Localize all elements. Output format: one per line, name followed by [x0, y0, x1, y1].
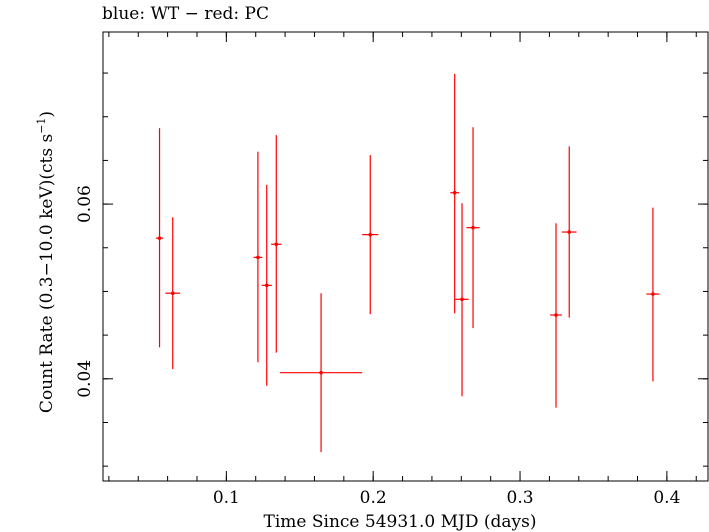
- data-point: [561, 146, 577, 318]
- data-point: [253, 151, 263, 363]
- y-axis-label-main: Count Rate (0.3−10.0 keV)(cts s: [37, 134, 57, 413]
- point-marker: [471, 225, 475, 230]
- data-point: [455, 203, 469, 397]
- x-tick-label: 0.3: [507, 488, 534, 508]
- point-marker: [554, 313, 558, 317]
- point-marker: [368, 232, 373, 237]
- data-points: [155, 73, 660, 453]
- y-axis-label-sup: −1: [35, 118, 48, 134]
- point-marker: [274, 242, 279, 247]
- x-tick-label: 0.4: [653, 488, 680, 508]
- data-point: [279, 293, 363, 453]
- data-point: [271, 135, 282, 353]
- y-axis-label-end: ): [37, 111, 57, 118]
- x-tick-label: 0.1: [213, 488, 240, 508]
- x-tick-label: 0.2: [360, 488, 387, 508]
- axis-ticks: 0.1 0.2 0.3 0.4 0.04 0.06: [75, 32, 708, 508]
- y-tick-label: 0.04: [75, 360, 95, 398]
- y-tick-label: 0.06: [75, 185, 95, 223]
- data-point: [261, 184, 272, 386]
- point-marker: [157, 236, 162, 240]
- point-marker: [651, 292, 655, 296]
- data-point: [155, 128, 164, 348]
- point-marker: [256, 255, 260, 260]
- data-point: [466, 127, 480, 329]
- point-marker: [170, 291, 175, 295]
- data-point: [646, 207, 660, 382]
- point-marker: [452, 190, 457, 195]
- x-axis-label: Time Since 54931.0 MJD (days): [264, 512, 537, 532]
- data-point: [450, 73, 460, 314]
- data-point: [362, 155, 379, 315]
- chart-title: blue: WT − red: PC: [102, 4, 269, 24]
- point-marker: [567, 230, 572, 234]
- point-marker: [264, 283, 269, 288]
- data-point: [550, 223, 562, 408]
- plot-frame: [102, 31, 709, 482]
- axes: [102, 31, 709, 482]
- data-point: [165, 217, 181, 370]
- y-axis-label: Count Rate (0.3−10.0 keV)(cts s−1): [35, 111, 57, 413]
- point-marker: [460, 297, 464, 302]
- point-marker: [319, 370, 323, 375]
